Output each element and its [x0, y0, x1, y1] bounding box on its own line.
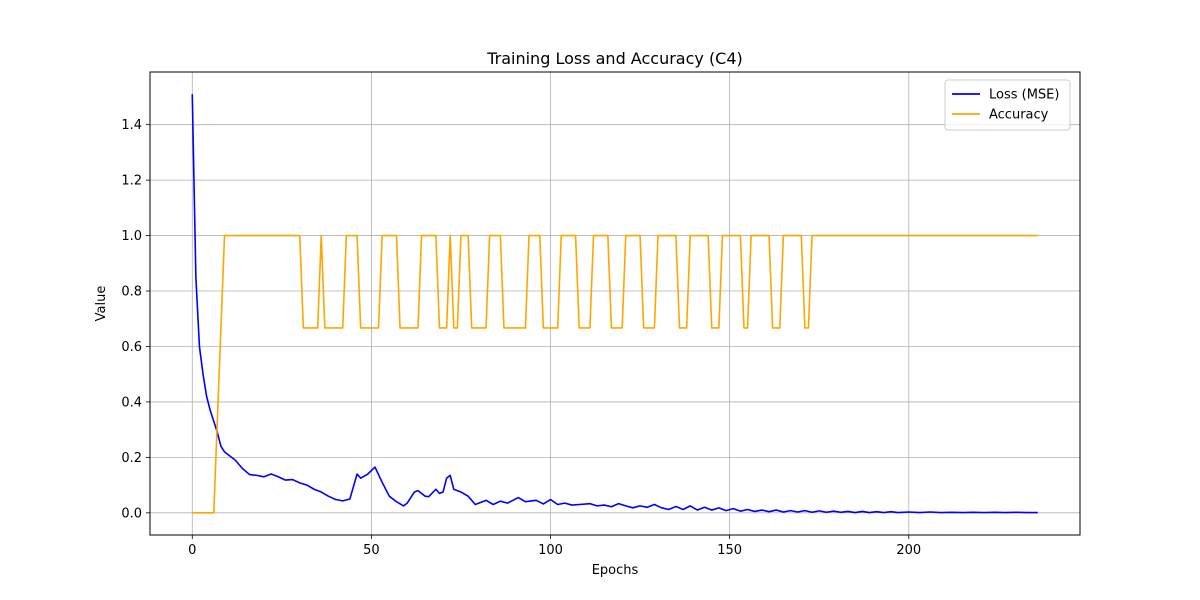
y-tick-label: 0.4: [121, 395, 142, 410]
y-tick-label: 0.0: [121, 506, 142, 521]
series-line-loss-mse: [191, 94, 1038, 514]
chart-title: Training Loss and Accuracy (C4): [486, 49, 743, 68]
x-tick-label: 150: [717, 543, 742, 558]
ticks: 0 50 100 150 200 0.0 0.2 0.4 0.6 0.8 1.0 1.2 1.4: [121, 118, 921, 558]
y-tick-label: 1.2: [121, 174, 142, 189]
legend-label: Loss (MSE): [989, 88, 1059, 103]
y-tick-label: 0.6: [121, 340, 142, 355]
x-tick-label: 50: [363, 543, 380, 558]
y-tick-label: 0.8: [121, 285, 142, 300]
x-tick-label: 0: [188, 543, 196, 558]
axes-frame: [149, 71, 1081, 536]
y-tick-label: 0.2: [121, 451, 142, 466]
x-tick-label: 200: [896, 543, 921, 558]
y-tick-label: 1.0: [121, 229, 142, 244]
x-axis-label: Epochs: [592, 563, 639, 578]
legend: Loss (MSE) Accuracy: [944, 79, 1071, 131]
legend-label: Accuracy: [989, 108, 1049, 123]
legend-box: [944, 79, 1071, 131]
series: [191, 94, 1038, 514]
y-axis-label: Value: [94, 286, 109, 322]
x-tick-label: 100: [538, 543, 563, 558]
y-tick-label: 1.4: [121, 118, 142, 133]
series-line-accuracy: [192, 234, 1038, 514]
